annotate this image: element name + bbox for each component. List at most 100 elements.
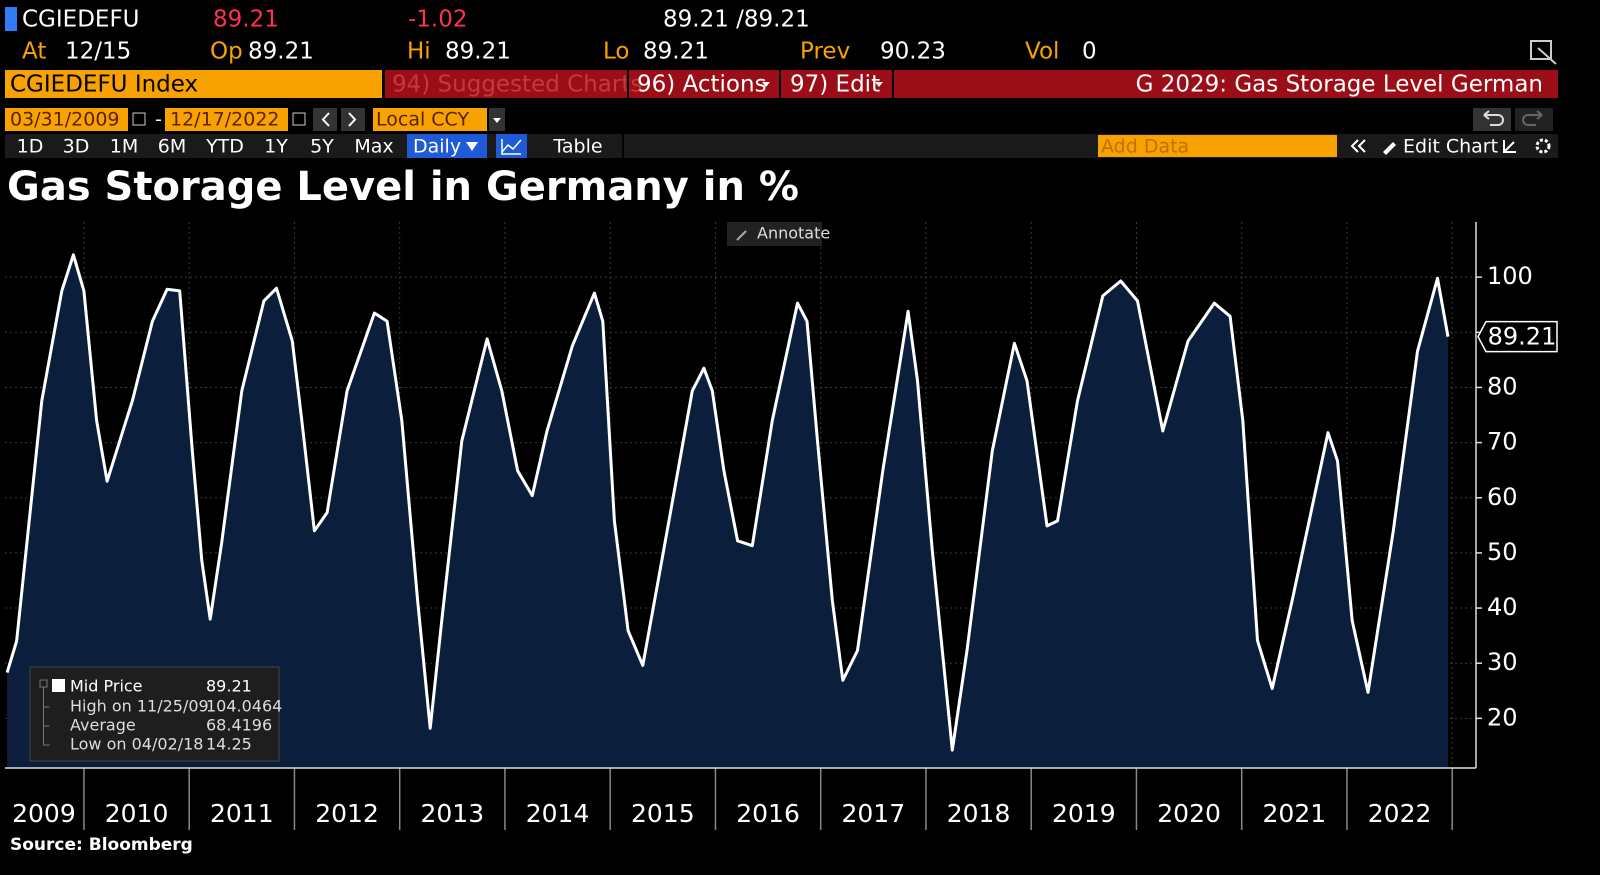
settings-icon[interactable] — [1535, 138, 1551, 154]
legend — [29, 666, 280, 762]
range-button[interactable]: YTD — [205, 136, 244, 158]
menu-bar — [385, 70, 1558, 98]
source: Source: Bloomberg — [10, 835, 193, 855]
calendar-icon[interactable] — [292, 112, 306, 126]
x-tick-label: 2018 — [947, 799, 1011, 828]
last-price: 89.21 — [213, 7, 279, 33]
add-data-box[interactable] — [1098, 135, 1337, 157]
last-value: 89.21 — [1488, 323, 1557, 351]
line — [5, 253, 1450, 752]
legend-swatch — [52, 679, 65, 692]
annotate: Annotate — [757, 224, 830, 243]
prev-arrow — [321, 112, 330, 127]
field-label: Prev — [800, 39, 850, 65]
last-value-tag — [1477, 320, 1558, 353]
popout-icon[interactable] — [1530, 40, 1557, 65]
annotate-icon — [736, 230, 747, 241]
field-value: 89.21 — [643, 39, 709, 65]
dropdown-arrow — [875, 82, 883, 87]
edit-chart[interactable]: Edit Chart — [1403, 136, 1498, 158]
ticker-marker — [5, 7, 17, 31]
range-button[interactable]: 6M — [158, 136, 186, 158]
next-button[interactable] — [341, 108, 365, 131]
y-tick-label: 40 — [1487, 593, 1518, 621]
legend-stat-value: 68.4196 — [206, 716, 272, 735]
x-tick-label: 2013 — [421, 799, 485, 828]
y-tick-label: 20 — [1487, 703, 1518, 731]
chart-title: Gas Storage Level in Germany in % — [7, 164, 799, 210]
range-button[interactable]: 3D — [63, 136, 90, 158]
table-button[interactable]: Table — [552, 136, 602, 158]
legend-stat-label: Low on 04/02/18 — [70, 735, 203, 754]
dropdown-arrow — [762, 82, 770, 87]
frequency: Daily — [413, 136, 461, 158]
x-tick-label: 2020 — [1157, 799, 1221, 828]
range-button[interactable]: Max — [354, 136, 393, 158]
plot: 2030405060708090100200920102011201220132… — [5, 222, 1558, 830]
add-data: Add Data — [1101, 136, 1189, 158]
bid-ask: 89.21 /89.21 — [663, 7, 810, 33]
field-value: 89.21 — [445, 39, 511, 65]
end-date: 12/17/2022 — [170, 109, 280, 131]
x-tick-label: 2009 — [12, 799, 76, 828]
undo-button[interactable] — [1473, 108, 1511, 131]
legend-stat-value: 104.0464 — [206, 697, 282, 716]
suggested-charts[interactable]: 94) Suggested Charts — [392, 72, 642, 98]
range-button[interactable]: 1M — [110, 136, 138, 158]
actions-menu[interactable]: 96) Actions — [637, 72, 767, 98]
date-separator: - — [155, 109, 162, 131]
y-tick-label: 50 — [1487, 538, 1518, 566]
legend-stat-value: 14.25 — [206, 735, 252, 754]
date-box[interactable] — [165, 108, 288, 131]
x-tick-label: 2017 — [842, 799, 906, 828]
change: -1.02 — [408, 7, 468, 33]
field-value: 12/15 — [65, 39, 131, 65]
security: CGIEDEFU Index — [10, 72, 198, 98]
legend-tree — [39, 679, 50, 746]
legend-stat-label: High on 11/25/09 — [70, 697, 209, 716]
range-button[interactable]: 1D — [17, 136, 44, 158]
field-label: Hi — [407, 39, 431, 65]
range-button[interactable]: 1Y — [264, 136, 288, 158]
chart-view-icon — [501, 139, 522, 155]
area — [7, 254, 1449, 769]
field-label: Lo — [603, 39, 629, 65]
redo-icon — [1522, 110, 1543, 126]
y-tick-label: 100 — [1487, 262, 1533, 290]
date-box[interactable] — [5, 108, 128, 131]
x-tick-label: 2010 — [105, 799, 169, 828]
collapse-icon[interactable] — [1350, 139, 1366, 153]
y-tick-label: 60 — [1487, 483, 1518, 511]
redo-button[interactable] — [1515, 108, 1553, 131]
currency-box[interactable] — [373, 108, 487, 131]
range-button[interactable]: 5Y — [310, 136, 334, 158]
next-arrow — [348, 112, 357, 127]
x-tick-label: 2016 — [736, 799, 800, 828]
calendar-icon[interactable] — [132, 112, 146, 126]
security-box[interactable] — [5, 70, 382, 98]
x-tick-label: 2015 — [631, 799, 695, 828]
prev-button[interactable] — [313, 108, 337, 131]
function-title: G 2029: Gas Storage Level German — [1136, 72, 1543, 98]
y-tick-label: 70 — [1487, 428, 1518, 456]
field-label: Op — [210, 39, 243, 65]
dropdown-arrow — [493, 118, 501, 123]
x-tick-label: 2011 — [210, 799, 274, 828]
field-label: At — [22, 39, 46, 65]
ticker: CGIEDEFU — [22, 7, 140, 33]
x-tick-label: 2012 — [315, 799, 379, 828]
field-label: Vol — [1025, 39, 1059, 65]
edit-icon[interactable] — [1503, 140, 1516, 153]
field-value: 90.23 — [880, 39, 946, 65]
x-tick-label: 2021 — [1263, 799, 1327, 828]
undo-icon — [1483, 110, 1504, 126]
pencil-icon — [1383, 142, 1396, 155]
legend-series: Mid Price — [70, 677, 143, 696]
edit-menu[interactable]: 97) Edit — [790, 72, 880, 98]
x-tick-label: 2022 — [1368, 799, 1432, 828]
y-tick-label: 30 — [1487, 648, 1518, 676]
x-tick-label: 2019 — [1052, 799, 1116, 828]
legend-last: 89.21 — [206, 677, 252, 696]
